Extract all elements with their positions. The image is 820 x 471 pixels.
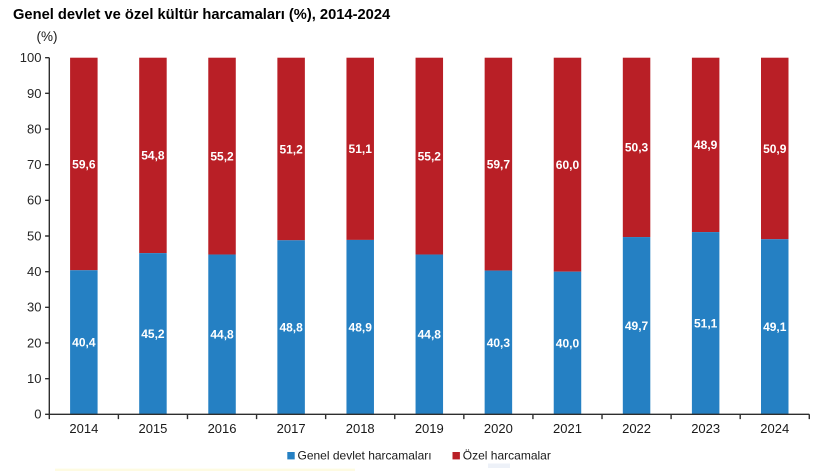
svg-text:60,0: 60,0 <box>556 158 580 172</box>
svg-text:2017: 2017 <box>277 421 306 436</box>
svg-text:0: 0 <box>34 407 41 422</box>
svg-text:50,9: 50,9 <box>763 142 787 156</box>
svg-text:2022: 2022 <box>622 421 651 436</box>
svg-text:2016: 2016 <box>208 421 237 436</box>
svg-text:10: 10 <box>27 371 41 386</box>
svg-text:55,2: 55,2 <box>210 149 234 163</box>
svg-text:48,8: 48,8 <box>279 321 303 335</box>
svg-text:59,6: 59,6 <box>72 157 96 171</box>
svg-text:Özel harcamalar: Özel harcamalar <box>463 449 551 463</box>
svg-text:51,1: 51,1 <box>694 316 718 330</box>
svg-text:2024: 2024 <box>760 421 789 436</box>
svg-text:51,2: 51,2 <box>279 142 303 156</box>
svg-text:2019: 2019 <box>415 421 444 436</box>
svg-text:48,9: 48,9 <box>694 138 718 152</box>
svg-text:44,8: 44,8 <box>210 328 234 342</box>
svg-text:40,3: 40,3 <box>487 336 511 350</box>
svg-text:90: 90 <box>27 86 41 101</box>
svg-text:49,7: 49,7 <box>625 319 649 333</box>
svg-text:60: 60 <box>27 193 41 208</box>
svg-text:55,2: 55,2 <box>418 149 442 163</box>
svg-text:59,7: 59,7 <box>487 157 511 171</box>
svg-text:49,1: 49,1 <box>763 320 787 334</box>
svg-text:2021: 2021 <box>553 421 582 436</box>
svg-text:(%): (%) <box>37 29 58 44</box>
svg-text:2015: 2015 <box>138 421 167 436</box>
svg-text:50,3: 50,3 <box>625 141 649 155</box>
svg-text:2018: 2018 <box>346 421 375 436</box>
svg-text:Genel devlet harcamaları: Genel devlet harcamaları <box>298 449 432 463</box>
svg-text:40,4: 40,4 <box>72 336 96 350</box>
svg-text:50: 50 <box>27 228 41 243</box>
svg-text:40,0: 40,0 <box>556 336 580 350</box>
svg-text:2020: 2020 <box>484 421 513 436</box>
svg-text:40: 40 <box>27 264 41 279</box>
svg-text:48,9: 48,9 <box>349 320 373 334</box>
svg-text:44,8: 44,8 <box>418 328 442 342</box>
svg-text:45,2: 45,2 <box>141 327 165 341</box>
svg-text:51,1: 51,1 <box>349 142 373 156</box>
svg-text:30: 30 <box>27 300 41 315</box>
svg-text:80: 80 <box>27 121 41 136</box>
svg-text:Genel devlet ve özel kültür ha: Genel devlet ve özel kültür harcamaları … <box>13 7 391 23</box>
svg-text:20: 20 <box>27 335 41 350</box>
svg-text:70: 70 <box>27 157 41 172</box>
svg-text:54,8: 54,8 <box>141 149 165 163</box>
svg-text:2014: 2014 <box>69 421 98 436</box>
svg-text:2023: 2023 <box>691 421 720 436</box>
svg-text:100: 100 <box>20 50 42 65</box>
